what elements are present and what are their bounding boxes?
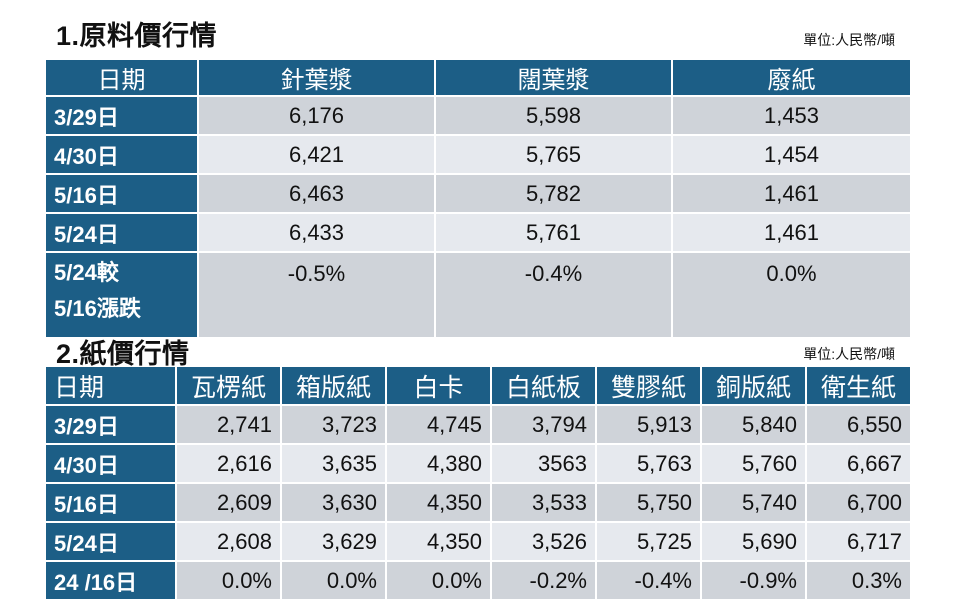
- table-cell: 1,461: [672, 173, 910, 213]
- change-cell: 0.0%: [176, 560, 282, 599]
- table-row: 3/29日 6,176 5,598 1,453: [46, 95, 910, 135]
- header-date: 日期: [46, 60, 199, 96]
- row-date: 3/29日: [46, 95, 199, 135]
- row-date: 4/30日: [46, 134, 199, 174]
- section2-unit: 單位:人民幣/噸: [803, 346, 895, 362]
- table-cell: 6,667: [806, 443, 910, 483]
- change-cell: -0.4%: [435, 251, 673, 337]
- table-cell: 2,741: [176, 404, 282, 444]
- header-date: 日期: [46, 367, 177, 405]
- table-cell: 6,717: [806, 521, 910, 561]
- change-row: 24 /16日 0.0% 0.0% 0.0% -0.2% -0.4% -0.9%…: [46, 560, 910, 599]
- change-row: 5/24較 5/16漲跌 -0.5% -0.4% 0.0%: [46, 251, 910, 337]
- table-row: 4/30日 6,421 5,765 1,454: [46, 134, 910, 174]
- header-offset-paper: 雙膠紙: [596, 367, 702, 405]
- change-label-line1: 5/24較: [54, 260, 119, 285]
- header-hardwood-pulp: 闊葉漿: [435, 60, 673, 96]
- header-corrugated-paper: 瓦楞紙: [176, 367, 282, 405]
- paper-price-table: 日期 瓦楞紙 箱版紙 白卡 白紙板 雙膠紙 銅版紙 衛生紙 3/29日 2,74…: [46, 367, 910, 599]
- table-cell: 5,598: [435, 95, 673, 135]
- table-cell: 5,913: [596, 404, 702, 444]
- raw-material-price-table: 日期 針葉漿 闊葉漿 廢紙 3/29日 6,176 5,598 1,453 4/…: [46, 60, 910, 337]
- header-white-card: 白卡: [386, 367, 492, 405]
- table-cell: 5,761: [435, 212, 673, 252]
- table-cell: 3,629: [281, 521, 387, 561]
- change-cell: -0.2%: [491, 560, 597, 599]
- table-cell: 3,533: [491, 482, 597, 522]
- table-cell: 6,433: [198, 212, 436, 252]
- table-cell: 6,176: [198, 95, 436, 135]
- section2-title: 2.紙價行情: [56, 339, 190, 369]
- section1-unit: 單位:人民幣/噸: [803, 32, 895, 48]
- header-softwood-pulp: 針葉漿: [198, 60, 436, 96]
- table-cell: 5,750: [596, 482, 702, 522]
- table-cell: 5,690: [701, 521, 807, 561]
- change-cell: 0.0%: [386, 560, 492, 599]
- row-date: 24 /16日: [46, 560, 177, 599]
- table-cell: 3,630: [281, 482, 387, 522]
- table-cell: 2,616: [176, 443, 282, 483]
- table-cell: 4,380: [386, 443, 492, 483]
- table-cell: 3,723: [281, 404, 387, 444]
- table-cell: 5,725: [596, 521, 702, 561]
- table-row: 5/16日 2,609 3,630 4,350 3,533 5,750 5,74…: [46, 482, 910, 522]
- change-cell: 0.0%: [281, 560, 387, 599]
- table-cell: 6,463: [198, 173, 436, 213]
- change-cell: -0.4%: [596, 560, 702, 599]
- table-cell: 3,794: [491, 404, 597, 444]
- table-row: 5/16日 6,463 5,782 1,461: [46, 173, 910, 213]
- table-cell: 4,745: [386, 404, 492, 444]
- table-cell: 5,782: [435, 173, 673, 213]
- table-cell: 5,760: [701, 443, 807, 483]
- change-cell: -0.5%: [198, 251, 436, 337]
- table-row: 5/24日 2,608 3,629 4,350 3,526 5,725 5,69…: [46, 521, 910, 561]
- change-row-label: 5/24較 5/16漲跌: [46, 251, 199, 337]
- header-white-board: 白紙板: [491, 367, 597, 405]
- table-cell: 6,700: [806, 482, 910, 522]
- table-cell: 5,840: [701, 404, 807, 444]
- table-cell: 4,350: [386, 521, 492, 561]
- table-cell: 3563: [491, 443, 597, 483]
- table-cell: 1,461: [672, 212, 910, 252]
- table-cell: 4,350: [386, 482, 492, 522]
- table-cell: 1,453: [672, 95, 910, 135]
- row-date: 3/29日: [46, 404, 177, 444]
- change-label-line2: 5/16漲跌: [54, 296, 141, 321]
- header-row: 日期 瓦楞紙 箱版紙 白卡 白紙板 雙膠紙 銅版紙 衛生紙: [46, 367, 910, 405]
- change-cell: 0.3%: [806, 560, 910, 599]
- header-row: 日期 針葉漿 闊葉漿 廢紙: [46, 60, 910, 96]
- change-cell: 0.0%: [672, 251, 910, 337]
- table-cell: 5,763: [596, 443, 702, 483]
- row-date: 5/16日: [46, 173, 199, 213]
- table-cell: 5,740: [701, 482, 807, 522]
- table-cell: 5,765: [435, 134, 673, 174]
- row-date: 5/24日: [46, 521, 177, 561]
- header-containerboard: 箱版紙: [281, 367, 387, 405]
- section1-title: 1.原料價行情: [56, 21, 218, 51]
- row-date: 4/30日: [46, 443, 177, 483]
- table-cell: 3,635: [281, 443, 387, 483]
- table-cell: 6,550: [806, 404, 910, 444]
- header-waste-paper: 廢紙: [672, 60, 910, 96]
- table-row: 4/30日 2,616 3,635 4,380 3563 5,763 5,760…: [46, 443, 910, 483]
- table-cell: 1,454: [672, 134, 910, 174]
- header-coated-paper: 銅版紙: [701, 367, 807, 405]
- table-cell: 6,421: [198, 134, 436, 174]
- table-cell: 3,526: [491, 521, 597, 561]
- table-cell: 2,609: [176, 482, 282, 522]
- table-row: 5/24日 6,433 5,761 1,461: [46, 212, 910, 252]
- table-row: 3/29日 2,741 3,723 4,745 3,794 5,913 5,84…: [46, 404, 910, 444]
- row-date: 5/24日: [46, 212, 199, 252]
- change-cell: -0.9%: [701, 560, 807, 599]
- header-tissue-paper: 衛生紙: [806, 367, 910, 405]
- row-date: 5/16日: [46, 482, 177, 522]
- table-cell: 2,608: [176, 521, 282, 561]
